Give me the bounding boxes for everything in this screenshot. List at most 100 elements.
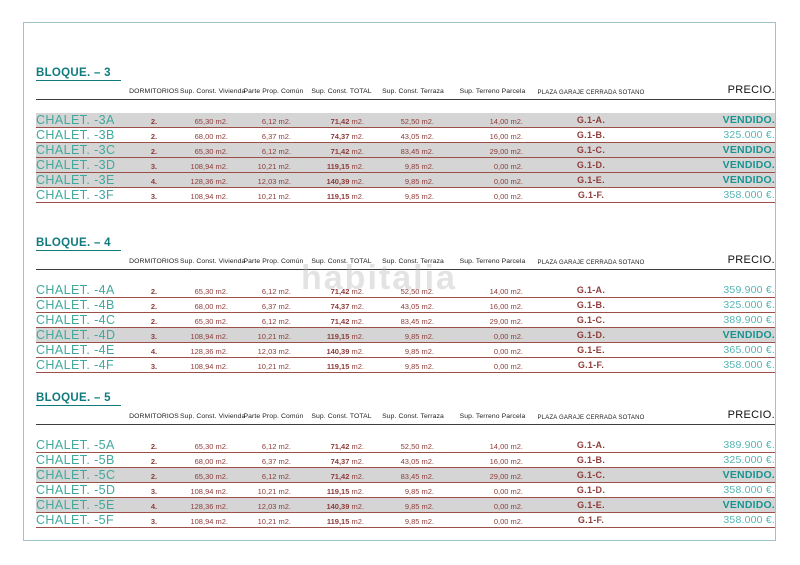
col-header-garaje: PLAZA GARAJE CERRADA SOTANO — [537, 90, 645, 96]
table-row: CHALET. -3D 3. 108,94 m2. 10,21 m2. 119,15 m… — [36, 158, 775, 173]
dormitorios-value: 3. — [150, 191, 158, 201]
terraza-value: 9,85 m2. — [404, 486, 434, 496]
comun-value: 6,12 m2. — [261, 116, 291, 126]
table-body: CHALET. -5A 2. 65,30 m2. 6,12 m2. 71,42 m2. 5… — [36, 438, 775, 528]
block-sections: BLOQUE. – 3 DORMITORIOS Sup. Const. Vivien… — [36, 63, 775, 528]
comun-value: 6,37 m2. — [261, 456, 291, 466]
col-header-comun: Parte Prop. Común — [243, 258, 304, 266]
chalet-name: CHALET. -5C — [36, 467, 116, 482]
col-header-dormitorios: DORMITORIOS — [129, 258, 179, 266]
dormitorios-value: 2. — [150, 456, 158, 466]
comun-value: 6,12 m2. — [261, 146, 291, 156]
total-value: 119,15 m2. — [326, 516, 364, 526]
col-header-precio: PRECIO. — [727, 254, 775, 266]
chalet-name: CHALET. -5F — [36, 512, 115, 527]
comun-value: 6,12 m2. — [261, 316, 291, 326]
vivienda-value: 65,30 m2. — [194, 471, 228, 481]
chalet-name: CHALET. -4C — [36, 312, 116, 327]
comun-value: 6,12 m2. — [261, 471, 291, 481]
total-value: 74,37 m2. — [330, 456, 364, 466]
table-row: CHALET. -4B 2. 68,00 m2. 6,37 m2. 74,37 m2. 4… — [36, 298, 775, 313]
dormitorios-value: 4. — [150, 501, 158, 511]
dormitorios-value: 4. — [150, 176, 158, 186]
garaje-value: G.1-C. — [576, 315, 606, 325]
garaje-value: G.1-B. — [576, 455, 606, 465]
chalet-name: CHALET. -3C — [36, 142, 116, 157]
table-row: CHALET. -3E 4. 128,36 m2. 12,03 m2. 140,39 m… — [36, 173, 775, 188]
chalet-name: CHALET. -3B — [36, 127, 115, 142]
chalet-name: CHALET. -5A — [36, 437, 115, 452]
garaje-value: G.1-D. — [576, 160, 606, 170]
parcela-value: 29,00 m2. — [489, 316, 523, 326]
parcela-value: 14,00 m2. — [489, 286, 523, 296]
col-header-garaje: PLAZA GARAJE CERRADA SOTANO — [537, 260, 645, 266]
block-section: BLOQUE. – 4 DORMITORIOS Sup. Const. Vivien… — [36, 233, 775, 373]
col-header-terraza: Sup. Const. Terraza — [382, 88, 444, 96]
garaje-value: G.1-E. — [577, 345, 605, 355]
total-value: 74,37 m2. — [330, 131, 364, 141]
comun-value: 6,37 m2. — [261, 131, 291, 141]
terraza-value: 83,45 m2. — [400, 316, 434, 326]
comun-value: 12,03 m2. — [257, 501, 291, 511]
comun-value: 10,21 m2. — [257, 161, 291, 171]
vivienda-value: 68,00 m2. — [194, 301, 228, 311]
parcela-value: 0,00 m2. — [493, 161, 523, 171]
table-header-row: DORMITORIOS Sup. Const. Vivienda Parte Pro… — [36, 410, 775, 425]
garaje-value: G.1-C. — [576, 145, 606, 155]
table-row: CHALET. -3F 3. 108,94 m2. 10,21 m2. 119,15 m… — [36, 188, 775, 203]
vivienda-value: 108,94 m2. — [190, 161, 228, 171]
col-header-vivienda: Sup. Const. Vivienda — [180, 413, 246, 421]
chalet-name: CHALET. -3A — [36, 112, 115, 127]
total-value: 119,15 m2. — [326, 191, 364, 201]
total-value: 71,42 m2. — [330, 316, 364, 326]
dormitorios-value: 2. — [150, 441, 158, 451]
garaje-value: G.1-B. — [576, 300, 606, 310]
terraza-value: 43,05 m2. — [400, 131, 434, 141]
comun-value: 10,21 m2. — [257, 331, 291, 341]
terraza-value: 83,45 m2. — [400, 146, 434, 156]
parcela-value: 14,00 m2. — [489, 116, 523, 126]
chalet-name: CHALET. -4F — [36, 357, 115, 372]
dormitorios-value: 2. — [150, 116, 158, 126]
garaje-value: G.1-E. — [577, 500, 605, 510]
dormitorios-value: 3. — [150, 486, 158, 496]
parcela-value: 0,00 m2. — [493, 486, 523, 496]
parcela-value: 16,00 m2. — [489, 131, 523, 141]
total-value: 119,15 m2. — [326, 161, 364, 171]
total-value: 71,42 m2. — [330, 146, 364, 156]
dormitorios-value: 2. — [150, 286, 158, 296]
terraza-value: 83,45 m2. — [400, 471, 434, 481]
price-value: 325.000 €. — [723, 453, 775, 466]
dormitorios-value: 2. — [150, 301, 158, 311]
table-row: CHALET. -4F 3. 108,94 m2. 10,21 m2. 119,15 m… — [36, 358, 775, 373]
col-header-precio: PRECIO. — [727, 409, 775, 421]
col-header-garaje: PLAZA GARAJE CERRADA SOTANO — [537, 415, 645, 421]
price-value: 325.000 €. — [723, 298, 775, 311]
block-section: BLOQUE. – 3 DORMITORIOS Sup. Const. Vivien… — [36, 63, 775, 203]
vivienda-value: 108,94 m2. — [190, 191, 228, 201]
price-value: 358.000 €. — [723, 358, 775, 371]
garaje-value: G.1-D. — [576, 485, 606, 495]
total-value: 71,42 m2. — [330, 286, 364, 296]
table-row: CHALET. -5E 4. 128,36 m2. 12,03 m2. 140,39 m… — [36, 498, 775, 513]
total-value: 140,39 m2. — [326, 346, 364, 356]
total-value: 71,42 m2. — [330, 471, 364, 481]
terraza-value: 9,85 m2. — [404, 176, 434, 186]
vivienda-value: 128,36 m2. — [190, 346, 228, 356]
parcela-value: 0,00 m2. — [493, 516, 523, 526]
garaje-value: G.1-B. — [576, 130, 606, 140]
parcela-value: 29,00 m2. — [489, 146, 523, 156]
comun-value: 6,12 m2. — [261, 441, 291, 451]
parcela-value: 14,00 m2. — [489, 441, 523, 451]
garaje-value: G.1-A. — [576, 285, 606, 295]
parcela-value: 16,00 m2. — [489, 456, 523, 466]
chalet-name: CHALET. -5B — [36, 452, 115, 467]
block-section: BLOQUE. – 5 DORMITORIOS Sup. Const. Vivien… — [36, 388, 775, 528]
dormitorios-value: 2. — [150, 471, 158, 481]
document-page: habitalia BLOQUE. – 3 DORMITORIOS Sup. Con… — [23, 22, 776, 541]
garaje-value: G.1-A. — [576, 440, 606, 450]
chalet-name: CHALET. -4D — [36, 327, 116, 342]
comun-value: 12,03 m2. — [257, 346, 291, 356]
total-value: 71,42 m2. — [330, 116, 364, 126]
page-content: BLOQUE. – 3 DORMITORIOS Sup. Const. Vivien… — [36, 23, 775, 528]
